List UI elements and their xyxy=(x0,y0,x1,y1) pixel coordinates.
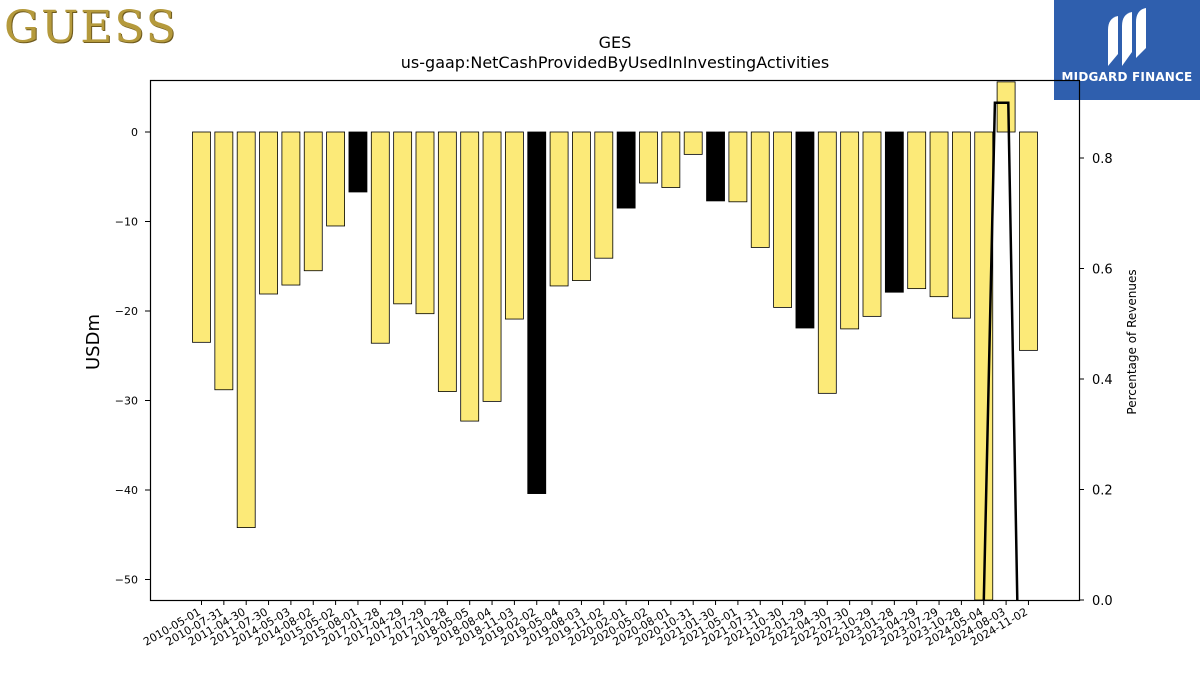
x-axis: 2010-05-012010-07-312011-04-302011-07-30… xyxy=(141,600,1030,649)
y-right-tick-label: 0.4 xyxy=(1092,373,1113,388)
bar-2018-08-04 xyxy=(482,131,502,402)
percent-of-revenues-line xyxy=(982,101,1019,601)
y-tick-label: −40 xyxy=(115,484,138,497)
bar-2022-07-30 xyxy=(840,131,860,330)
bar-2020-08-01 xyxy=(661,131,681,188)
bar-2020-10-31 xyxy=(683,131,703,155)
bar-2021-05-01 xyxy=(728,131,748,203)
ratio-line-group xyxy=(982,101,1019,601)
bar-2021-01-30 xyxy=(706,131,725,202)
bar-2017-07-29 xyxy=(415,131,435,315)
y-right-tick-label: 0.6 xyxy=(1092,263,1113,278)
bar-2024-08-03 xyxy=(996,81,1016,133)
midgard-brand-text: MIDGARD FINANCE xyxy=(1061,70,1193,84)
bar-2021-10-30 xyxy=(773,131,792,308)
bar-2010-07-31 xyxy=(214,131,234,391)
bar-2021-07-31 xyxy=(750,131,770,248)
bar-2023-04-29 xyxy=(907,131,927,290)
bar-2018-11-03 xyxy=(504,131,524,320)
bar-2011-04-30 xyxy=(236,131,256,528)
bar-2017-01-28 xyxy=(370,131,390,344)
bar-2024-11-02 xyxy=(1019,131,1038,351)
chart-title: GES xyxy=(599,33,632,52)
bar-2011-07-30 xyxy=(259,131,278,295)
bar-2015-05-02 xyxy=(326,131,346,227)
bar-2022-04-30 xyxy=(817,131,837,394)
y-axis-label-right: Percentage of Revenues xyxy=(1125,269,1139,414)
midgard-finance-logo: MIDGARD FINANCE xyxy=(1054,0,1200,100)
y-tick-label: −10 xyxy=(115,216,138,229)
bar-2022-10-29 xyxy=(862,131,882,317)
bar-2019-02-02 xyxy=(527,131,547,494)
bar-2015-08-01 xyxy=(348,131,368,193)
plot-frame xyxy=(149,79,1081,602)
y-right-tick-label: 0.8 xyxy=(1092,152,1113,167)
bar-2019-05-04 xyxy=(549,131,569,287)
bar-2020-05-02 xyxy=(639,131,658,184)
bar-2010-05-01 xyxy=(192,131,211,343)
bar-2014-08-02 xyxy=(303,131,323,272)
bar-2019-08-03 xyxy=(572,131,591,281)
y-tick-label: −20 xyxy=(115,305,138,318)
bar-2020-02-01 xyxy=(616,131,636,209)
bars-group xyxy=(192,81,1038,601)
bar-2023-01-28 xyxy=(884,131,904,293)
y-right-tick-label: 0.0 xyxy=(1092,594,1113,609)
y-axis-left: 0 −10 −20 −30 −40 −50 xyxy=(115,126,150,587)
y-tick-label: 0 xyxy=(131,126,138,139)
bar-2017-10-28 xyxy=(437,131,457,392)
y-right-tick-label: 0.2 xyxy=(1092,484,1113,499)
y-axis-right: 0.0 0.2 0.4 0.6 0.8 xyxy=(1079,152,1113,609)
bar-2022-01-29 xyxy=(795,131,815,329)
y-tick-label: −30 xyxy=(115,395,138,408)
bar-2018-05-05 xyxy=(460,131,480,422)
bar-2023-07-29 xyxy=(929,131,949,298)
bar-2014-05-03 xyxy=(281,131,301,286)
y-axis-label: USDm xyxy=(83,314,104,370)
midgard-emblem-icon xyxy=(1108,8,1146,66)
bar-2023-10-28 xyxy=(952,131,971,319)
y-tick-label: −50 xyxy=(115,574,138,587)
guess-logo: GUESS xyxy=(4,2,178,53)
bar-2017-04-29 xyxy=(393,131,413,305)
chart-subtitle: us-gaap:NetCashProvidedByUsedInInvesting… xyxy=(401,53,829,72)
bar-2019-11-02 xyxy=(594,131,614,259)
